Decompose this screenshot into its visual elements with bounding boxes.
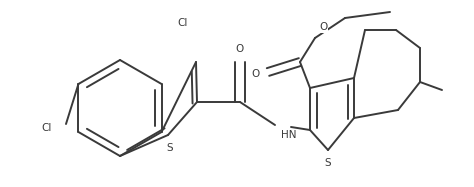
Text: HN: HN bbox=[281, 130, 297, 140]
Text: O: O bbox=[319, 22, 327, 32]
Text: O: O bbox=[252, 69, 260, 79]
Text: S: S bbox=[167, 143, 173, 153]
Text: O: O bbox=[236, 44, 244, 54]
Text: Cl: Cl bbox=[178, 18, 188, 28]
Text: S: S bbox=[325, 158, 331, 168]
Text: Cl: Cl bbox=[42, 123, 52, 133]
